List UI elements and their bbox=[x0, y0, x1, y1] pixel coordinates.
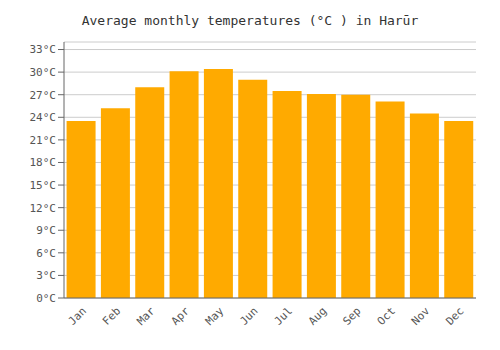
svg-text:3°C: 3°C bbox=[36, 269, 56, 282]
svg-text:Apr: Apr bbox=[169, 304, 193, 328]
svg-text:24°C: 24°C bbox=[30, 111, 57, 124]
svg-text:12°C: 12°C bbox=[30, 202, 57, 215]
svg-text:Mar: Mar bbox=[134, 304, 158, 328]
svg-text:Jul: Jul bbox=[272, 305, 295, 328]
svg-text:9°C: 9°C bbox=[36, 224, 56, 237]
svg-text:33°C: 33°C bbox=[30, 43, 57, 56]
svg-text:Jan: Jan bbox=[66, 305, 89, 328]
svg-text:27°C: 27°C bbox=[30, 89, 57, 102]
html-text:Average monthly temperatures (: Average monthly temperatures (°C ) in Ha… bbox=[81, 13, 419, 28]
svg-text:Feb: Feb bbox=[100, 305, 123, 328]
svg-text:Sep: Sep bbox=[340, 305, 363, 328]
svg-text:30°C: 30°C bbox=[30, 66, 57, 79]
svg-text:Oct: Oct bbox=[375, 305, 398, 328]
svg-text:0°C: 0°C bbox=[36, 292, 56, 305]
svg-text:18°C: 18°C bbox=[30, 156, 57, 169]
svg-text:Nov: Nov bbox=[409, 304, 433, 328]
svg-text:15°C: 15°C bbox=[30, 179, 57, 192]
svg-text:6°C: 6°C bbox=[36, 247, 56, 260]
svg-text:Jun: Jun bbox=[237, 305, 260, 328]
svg-text:Dec: Dec bbox=[443, 305, 466, 328]
svg-text:May: May bbox=[203, 304, 227, 328]
svg-text:21°C: 21°C bbox=[30, 134, 57, 147]
svg-text:Aug: Aug bbox=[306, 305, 329, 328]
